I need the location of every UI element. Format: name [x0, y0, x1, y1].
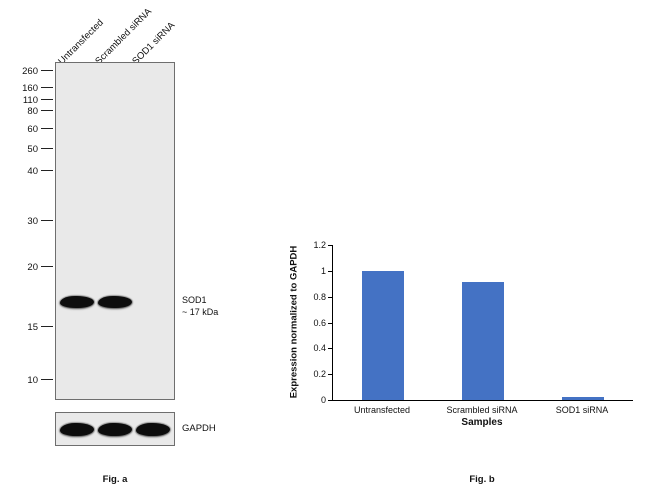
mw-marker-label: 260	[22, 66, 38, 77]
bar-scrambled-sirna	[462, 282, 504, 400]
gapdh-band-lane-3	[136, 423, 170, 436]
mw-marker-tick	[41, 70, 53, 72]
mw-marker-label: 20	[27, 262, 38, 273]
x-axis-title: Samples	[461, 417, 503, 428]
loading-control-blot	[55, 412, 175, 446]
mw-marker-tick	[41, 170, 53, 172]
mw-marker-label: 80	[27, 106, 38, 117]
y-tick-mark	[328, 271, 332, 272]
y-tick-mark	[328, 348, 332, 349]
mw-marker-tick	[41, 99, 53, 101]
y-tick-mark	[328, 400, 332, 401]
x-tick-label-untransfected: Untransfected	[353, 405, 411, 415]
mw-marker-tick	[41, 220, 53, 222]
fig-a-caption: Fig. a	[102, 474, 128, 485]
y-tick-label-0.8: 0.8	[313, 291, 326, 302]
y-tick-label-0.4: 0.4	[313, 343, 326, 354]
fig-b-caption: Fig. b	[469, 474, 495, 485]
sod1-band-lane-2	[98, 296, 132, 308]
chart-plot-area	[332, 245, 633, 401]
y-tick-label-0.2: 0.2	[313, 369, 326, 380]
y-tick-mark	[328, 374, 332, 375]
mw-marker-tick	[41, 128, 53, 130]
loading-control-label: GAPDH	[182, 423, 216, 434]
y-tick-mark	[328, 245, 332, 246]
sod1-band-lane-1	[60, 296, 94, 308]
mw-marker-label: 160	[22, 83, 38, 94]
y-tick-label-1: 1	[320, 265, 326, 276]
band-annotation: SOD1 ~ 17 kDa	[182, 294, 218, 318]
y-tick-label-1.2: 1.2	[313, 240, 326, 250]
mw-marker-label: 40	[27, 166, 38, 177]
x-tick-label-scrambled-sirna: Scrambled siRNA	[446, 405, 518, 415]
mw-marker-label: 30	[27, 216, 38, 227]
gapdh-band-lane-2	[98, 423, 132, 436]
y-axis-title: Expression normalized to GAPDH	[288, 245, 300, 399]
x-tick-label-sod1-sirna: SOD1 siRNA	[555, 405, 609, 415]
mw-marker-tick	[41, 87, 53, 89]
y-tick-mark	[328, 323, 332, 324]
y-tick-mark	[328, 297, 332, 298]
western-blot-image	[55, 62, 175, 400]
mw-marker-tick	[41, 148, 53, 150]
y-tick-label-0: 0	[320, 395, 326, 405]
bar-untransfected	[362, 271, 404, 400]
mw-marker-tick	[41, 326, 53, 328]
mw-marker-label: 110	[22, 95, 38, 106]
mw-marker-tick	[41, 266, 53, 268]
mw-marker-tick	[41, 110, 53, 112]
mw-marker-tick	[41, 379, 53, 381]
mw-marker-label: 60	[27, 124, 38, 135]
band-annotation-protein: SOD1	[182, 295, 207, 305]
mw-marker-label: 50	[27, 144, 38, 155]
gapdh-band-lane-1	[60, 423, 94, 436]
mw-marker-label: 10	[27, 375, 38, 386]
y-tick-label-0.6: 0.6	[313, 317, 326, 328]
bar-sod1-sirna	[562, 397, 604, 400]
mw-marker-label: 15	[27, 322, 38, 333]
band-annotation-size: ~ 17 kDa	[182, 307, 219, 317]
